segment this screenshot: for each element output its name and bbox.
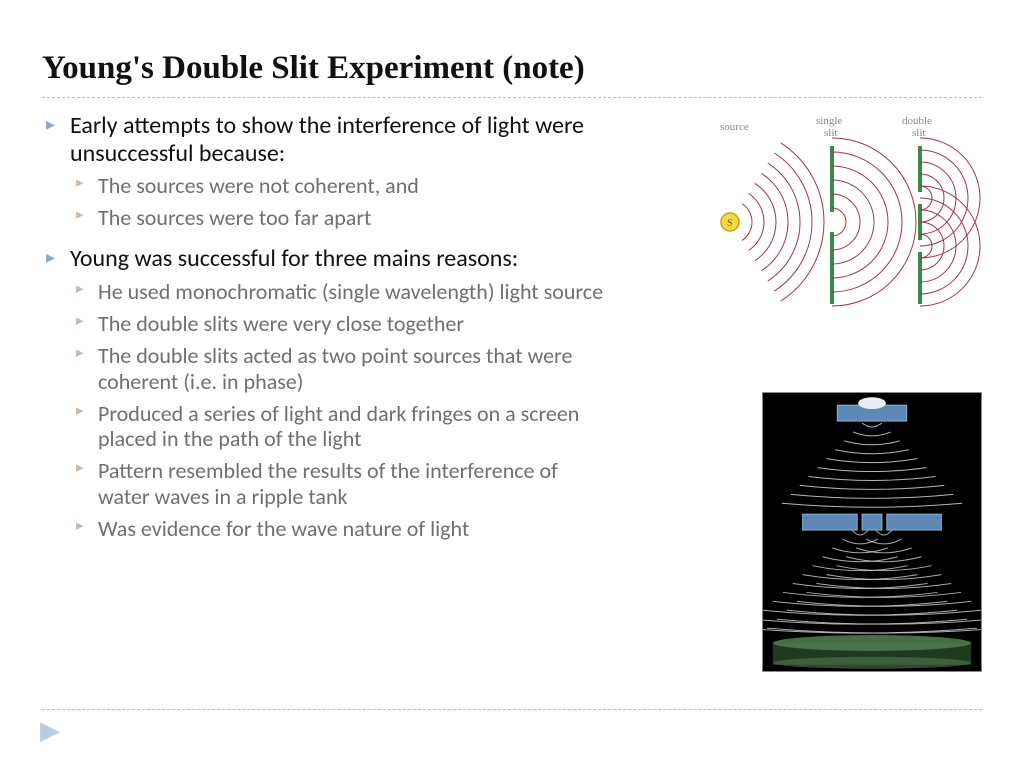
svg-text:source: source — [720, 121, 749, 133]
image-column: sourcesingleslitdoubleslitS — [692, 112, 982, 556]
sub-item: Pattern resembled the results of the int… — [70, 458, 610, 510]
svg-text:S: S — [727, 218, 733, 229]
sub-item: The sources were too far apart — [70, 205, 610, 231]
sub-item: Produced a series of light and dark frin… — [70, 401, 610, 453]
text-column: Early attempts to show the interference … — [42, 112, 692, 556]
sub-item: The sources were not coherent, and — [70, 173, 610, 199]
svg-text:slit: slit — [824, 127, 837, 139]
content-row: Early attempts to show the interference … — [42, 112, 982, 556]
bullet-list: Early attempts to show the interference … — [42, 112, 682, 542]
double-slit-schematic-icon: sourcesingleslitdoubleslitS — [702, 112, 982, 322]
ripple-tank-photo-icon — [762, 392, 982, 672]
slide: Young's Double Slit Experiment (note) Ea… — [0, 0, 1024, 768]
bullet-text: Early attempts to show the interference … — [70, 111, 584, 168]
sub-item: He used monochromatic (single wavelength… — [70, 279, 610, 305]
slide-title: Young's Double Slit Experiment (note) — [42, 50, 982, 98]
sub-item: Was evidence for the wave nature of ligh… — [70, 516, 610, 542]
sub-list: The sources were not coherent, and The s… — [70, 173, 682, 231]
bullet-text: Young was successful for three mains rea… — [70, 244, 518, 273]
sub-item: The double slits were very close togethe… — [70, 311, 610, 337]
sub-list: He used monochromatic (single wavelength… — [70, 279, 682, 543]
footer-divider — [42, 709, 982, 710]
svg-text:slit: slit — [912, 127, 925, 139]
sub-item: The double slits acted as two point sour… — [70, 343, 610, 395]
bullet-item: Young was successful for three mains rea… — [42, 245, 682, 542]
footer-arrow-icon: ▶ — [40, 714, 60, 746]
svg-text:double: double — [902, 115, 932, 127]
svg-text:single: single — [816, 115, 842, 127]
bullet-item: Early attempts to show the interference … — [42, 112, 682, 231]
